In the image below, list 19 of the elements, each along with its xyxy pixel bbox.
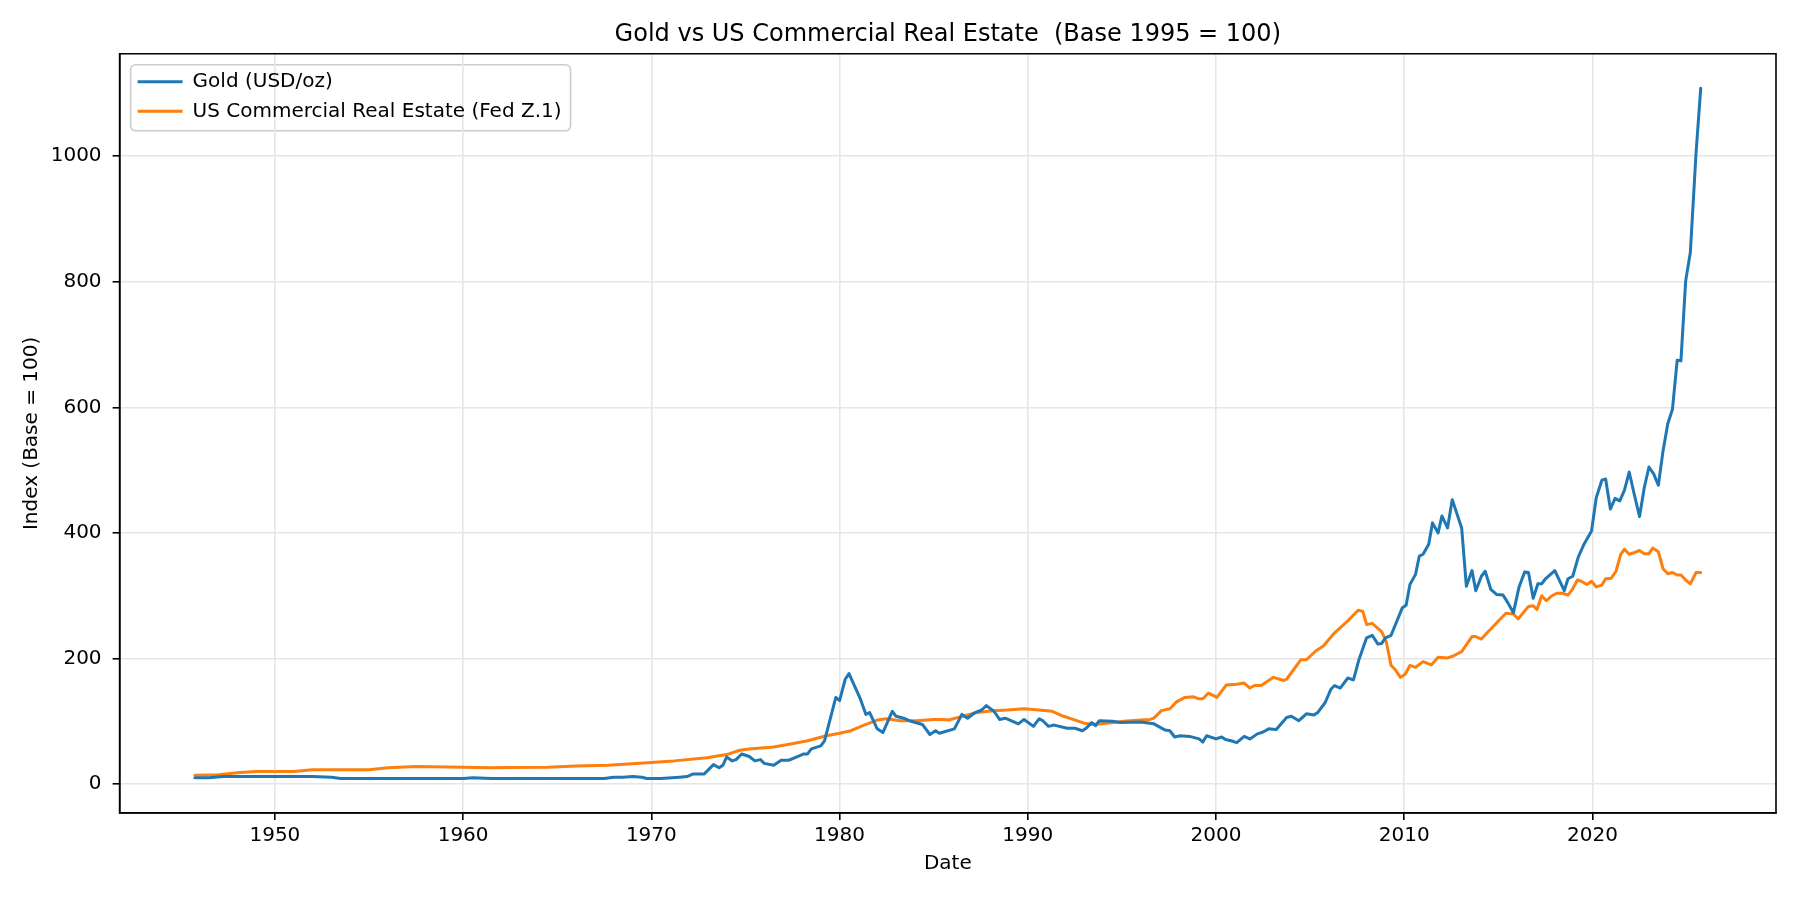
x-tick-label: 1990 bbox=[1002, 822, 1054, 847]
x-tick-label: 1980 bbox=[814, 822, 866, 847]
y-axis-title: Index (Base = 100) bbox=[18, 336, 43, 531]
y-tick-label: 600 bbox=[63, 393, 102, 418]
y-tick-label: 800 bbox=[63, 267, 102, 292]
x-tick-label: 2020 bbox=[1567, 822, 1618, 847]
x-tick-label: 1970 bbox=[625, 822, 677, 847]
x-tick-label: 1960 bbox=[437, 822, 489, 847]
x-axis-title: Date bbox=[923, 850, 972, 875]
legend-label: US Commercial Real Estate (Fed Z.1) bbox=[192, 97, 562, 122]
legend-label: Gold (USD/oz) bbox=[192, 68, 333, 92]
chart-title: Gold vs US Commercial Real Estate (Base 1995 = 100) bbox=[614, 18, 1281, 47]
x-tick-label: 1950 bbox=[249, 822, 301, 847]
y-tick-label: 0 bbox=[88, 770, 102, 795]
x-tick-label: 2000 bbox=[1190, 822, 1242, 847]
y-tick-label: 1000 bbox=[50, 142, 102, 167]
y-tick-label: 400 bbox=[63, 519, 102, 544]
y-tick-label: 200 bbox=[63, 644, 102, 669]
x-tick-label: 2010 bbox=[1378, 822, 1430, 847]
